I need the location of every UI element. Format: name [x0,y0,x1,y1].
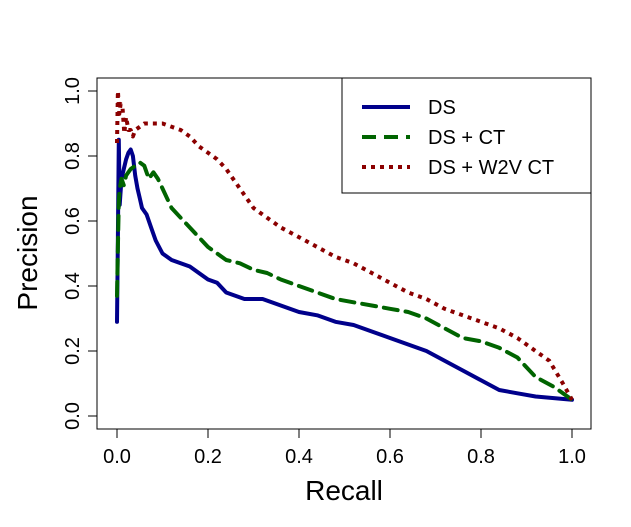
x-tick-label: 0.2 [194,446,222,468]
series-line-3 [115,89,574,401]
series-layer [115,89,574,402]
x-tick-label: 1.0 [558,446,586,468]
x-axis-title: Recall [305,475,383,506]
y-tick-label: 0.6 [62,207,84,235]
legend-label-3: DS + W2V CT [428,157,554,179]
x-tick-label: 0.0 [103,446,131,468]
y-axis-title: Precision [12,195,43,310]
series-line-2 [115,160,574,402]
y-tick-label: 0.8 [62,142,84,170]
series-line-1 [115,137,574,402]
legend-label-1: DS [428,97,456,119]
y-tick-label: 1.0 [62,77,84,105]
y-tick-label: 0.4 [62,272,84,300]
x-tick-label: 0.6 [376,446,404,468]
y-tick-label: 0.2 [62,337,84,365]
y-axis: 0.0 0.2 0.4 0.6 0.8 1.0 [62,77,98,430]
y-tick-label: 0.0 [62,402,84,430]
legend-box [341,77,592,194]
x-axis: 0.0 0.2 0.4 0.6 0.8 1.0 [103,428,586,468]
x-tick-label: 0.4 [285,446,313,468]
legend: DS DS + CT DS + W2V CT [341,77,592,194]
legend-label-2: DS + CT [428,127,505,149]
x-tick-label: 0.8 [467,446,495,468]
